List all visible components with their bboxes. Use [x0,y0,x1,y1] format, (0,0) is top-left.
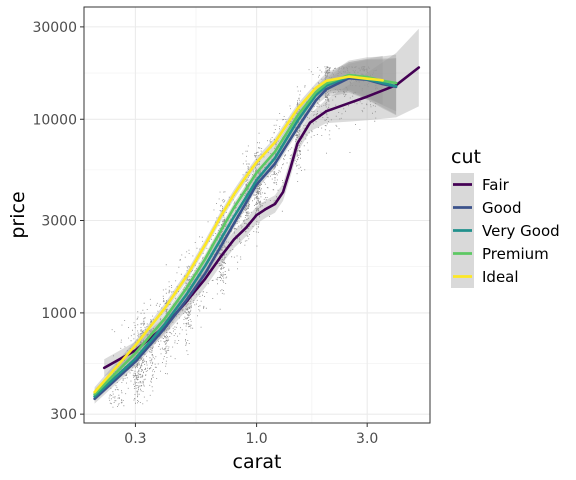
x-axis-ticks: 0.3 1.0 3.0 [124,423,378,447]
line-ideal [93,75,385,394]
legend-label-very-good: Very Good [482,222,560,240]
y-tick-label: 3000 [41,214,77,230]
legend-label-ideal: Ideal [482,268,519,286]
scatter-points [108,66,378,408]
legend-label-fair: Fair [482,176,510,194]
y-tick-label: 10000 [32,112,77,128]
y-tick-label: 1000 [41,306,77,322]
x-axis-title: carat [233,451,282,473]
band-fair [104,28,419,377]
y-axis-title: price [7,191,29,238]
scatter-point-cloud [108,66,378,408]
legend-label-good: Good [482,199,522,217]
legend-title: cut [451,146,481,168]
x-tick-label: 3.0 [356,431,378,447]
y-tick-label: 30000 [32,20,77,36]
legend-label-premium: Premium [482,245,549,263]
band-ideal [94,55,383,397]
legend: cut Fair Good Very Good Premium Ideal [451,146,560,288]
x-tick-label: 1.0 [245,431,267,447]
line-premium [93,73,398,396]
legend-keys: Fair Good Very Good Premium Ideal [451,173,560,288]
y-axis-ticks: 300 1000 3000 10000 30000 [32,20,84,423]
x-tick-label: 0.3 [124,431,146,447]
y-tick-label: 300 [50,407,77,423]
smooth-lines [93,66,421,401]
